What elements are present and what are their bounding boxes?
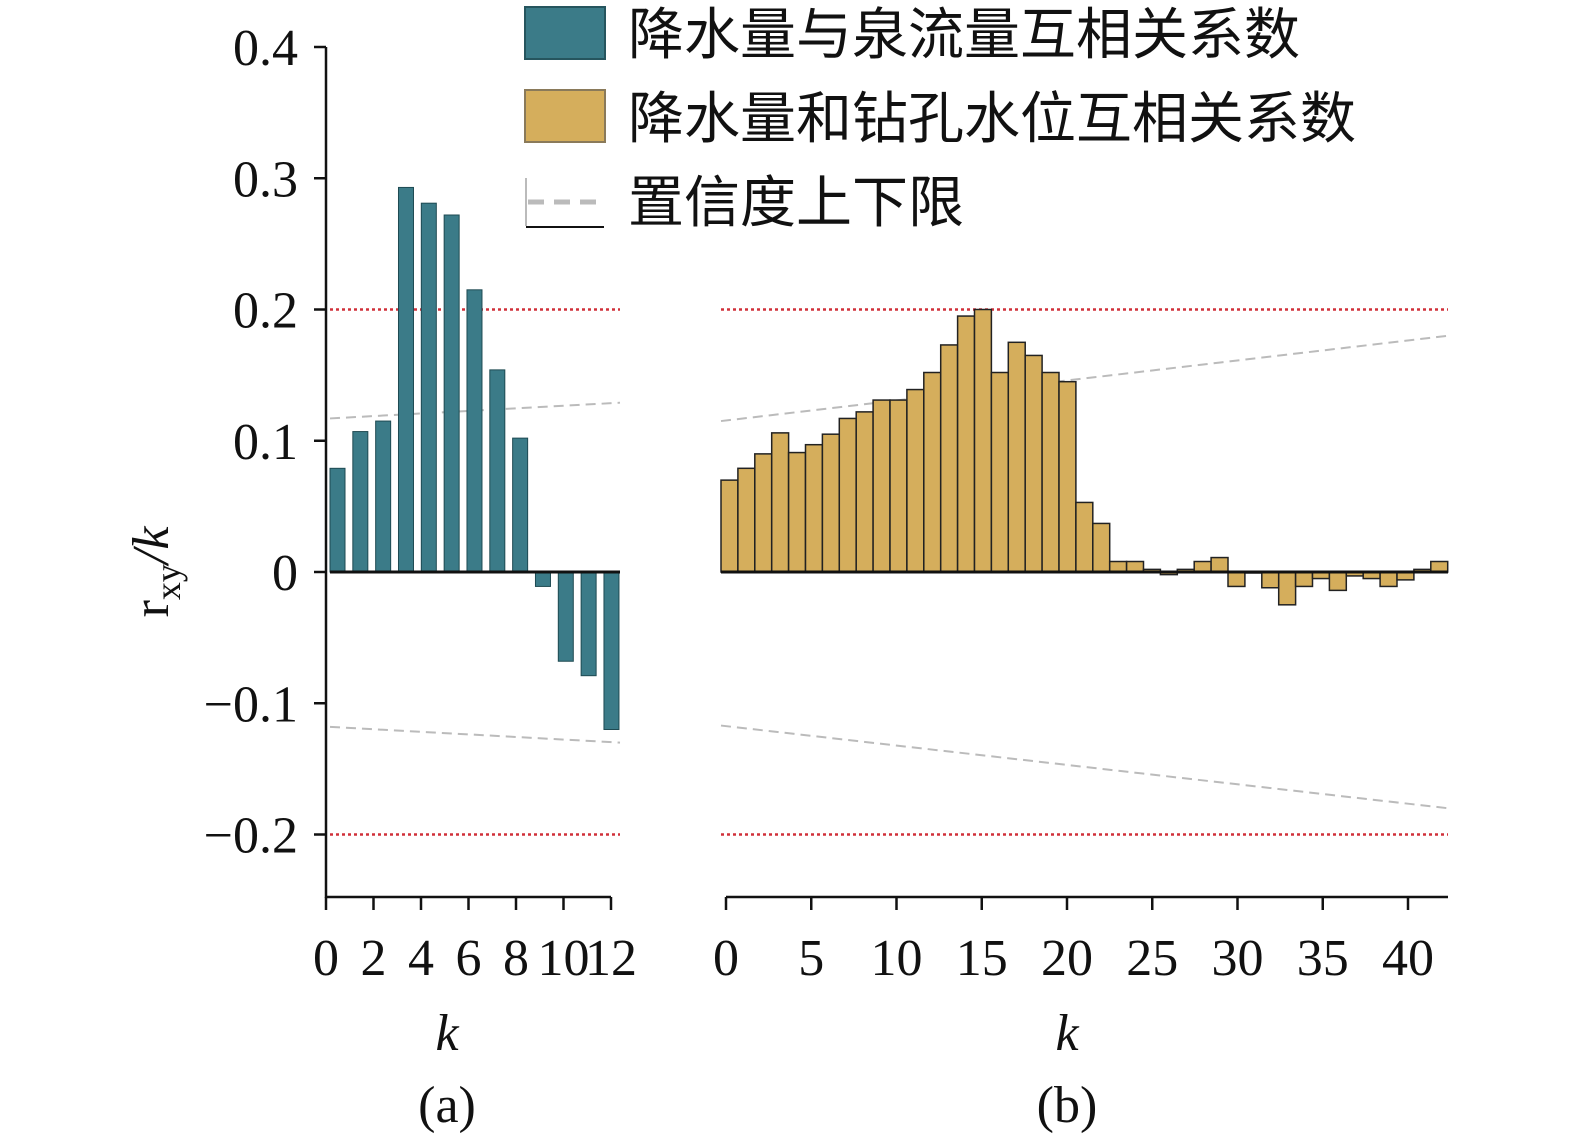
bar-b-15	[973, 308, 993, 573]
legend-label-borehole: 降水量和钻孔水位互相关系数	[628, 87, 1356, 152]
bar-a-9	[534, 571, 551, 587]
bar-b-14	[956, 315, 976, 573]
x-tick-label-a: 8	[503, 930, 529, 987]
x-axis-label-b: k	[1055, 1005, 1079, 1062]
x-tick-label-b: 20	[1041, 930, 1093, 987]
bar-a-3	[397, 186, 414, 573]
bar-b-3	[770, 432, 790, 573]
bar-a-4	[420, 202, 437, 573]
bar-b-5	[804, 443, 824, 573]
bar-b-18	[1024, 354, 1043, 573]
x-axis-label-a: k	[435, 1005, 459, 1062]
x-tick-label-b: 10	[871, 930, 923, 987]
bar-b-10	[889, 399, 908, 573]
bar-b-23	[1108, 560, 1128, 573]
y-axis-label: rxy/k	[123, 526, 188, 618]
bar-a-8	[512, 437, 529, 573]
bar-b-20	[1058, 380, 1077, 573]
bar-a-5	[443, 214, 460, 573]
bar-b-34	[1294, 571, 1314, 588]
legend-swatch-gold	[524, 89, 606, 143]
bar-b-33	[1277, 571, 1297, 606]
bar-b-17	[1007, 341, 1026, 573]
x-tick-label-b: 30	[1212, 930, 1264, 987]
x-tick-label-b: 40	[1382, 930, 1434, 987]
legend-label-confidence: 置信度上下限	[628, 171, 964, 236]
x-tick-label-a: 10	[538, 930, 590, 987]
bar-b-19	[1041, 371, 1060, 573]
bar-b-6	[821, 433, 841, 573]
x-tick-label-b: 35	[1297, 930, 1349, 987]
bar-b-16	[990, 371, 1010, 573]
bar-b-30	[1227, 571, 1246, 588]
bar-b-29	[1210, 556, 1229, 573]
bar-a-0	[329, 467, 346, 573]
bars-panel-a	[329, 186, 620, 730]
confidence-lower-0	[329, 725, 621, 744]
x-tick-label-a: 2	[361, 930, 387, 987]
x-tick-label-a: 4	[408, 930, 434, 987]
bar-b-22	[1092, 522, 1111, 573]
y-tick-label: −0.1	[204, 676, 298, 733]
legend: 降水量与泉流量互相关系数 降水量和钻孔水位互相关系数 置信度上下限	[524, 3, 1356, 236]
x-tick-label-b: 0	[713, 930, 739, 987]
bar-a-6	[466, 289, 483, 573]
bar-b-12	[923, 371, 942, 573]
y-tick-label: 0.4	[233, 20, 298, 77]
y-tick-label: 0.1	[233, 414, 298, 471]
bar-b-32	[1261, 571, 1280, 589]
bar-a-2	[375, 420, 392, 573]
bar-b-1	[737, 467, 756, 573]
bar-a-7	[489, 369, 506, 573]
bar-a-10	[557, 571, 574, 662]
legend-label-spring: 降水量与泉流量互相关系数	[628, 3, 1300, 68]
axes	[314, 45, 1448, 910]
confidence-upper-1	[720, 334, 1449, 423]
x-tick-label-b: 15	[956, 930, 1008, 987]
bar-b-8	[855, 411, 874, 573]
bars-panel-b	[720, 308, 1449, 606]
bar-b-2	[754, 453, 773, 573]
bar-b-13	[939, 344, 959, 573]
x-tick-label-b: 5	[798, 930, 824, 987]
confidence-lower-1	[720, 724, 1449, 810]
bar-b-4	[787, 451, 807, 573]
bar-a-1	[352, 431, 369, 573]
legend-swatch-teal	[524, 6, 606, 60]
x-tick-label-a: 6	[456, 930, 482, 987]
bar-b-39	[1379, 571, 1398, 588]
bar-b-42	[1430, 560, 1449, 573]
bar-b-7	[838, 417, 857, 573]
bar-b-0	[720, 479, 739, 573]
bar-b-9	[872, 399, 891, 573]
y-tick-label: 0.3	[233, 151, 298, 208]
bar-b-11	[906, 388, 925, 573]
x-tick-label-a: 0	[313, 930, 339, 987]
bar-a-12	[603, 571, 620, 730]
bar-b-24	[1125, 560, 1145, 573]
x-tick-label-b: 25	[1126, 930, 1178, 987]
panel-label-a: (a)	[418, 1077, 476, 1134]
y-tick-label: 0	[272, 545, 298, 602]
bar-b-28	[1193, 560, 1212, 573]
y-tick-label: 0.2	[233, 283, 298, 340]
x-tick-label-a: 12	[585, 930, 637, 987]
bar-a-11	[580, 571, 597, 677]
panel-label-b: (b)	[1037, 1077, 1098, 1134]
bar-b-21	[1075, 501, 1094, 573]
bar-b-36	[1328, 571, 1348, 592]
y-tick-label: −0.2	[204, 808, 298, 865]
